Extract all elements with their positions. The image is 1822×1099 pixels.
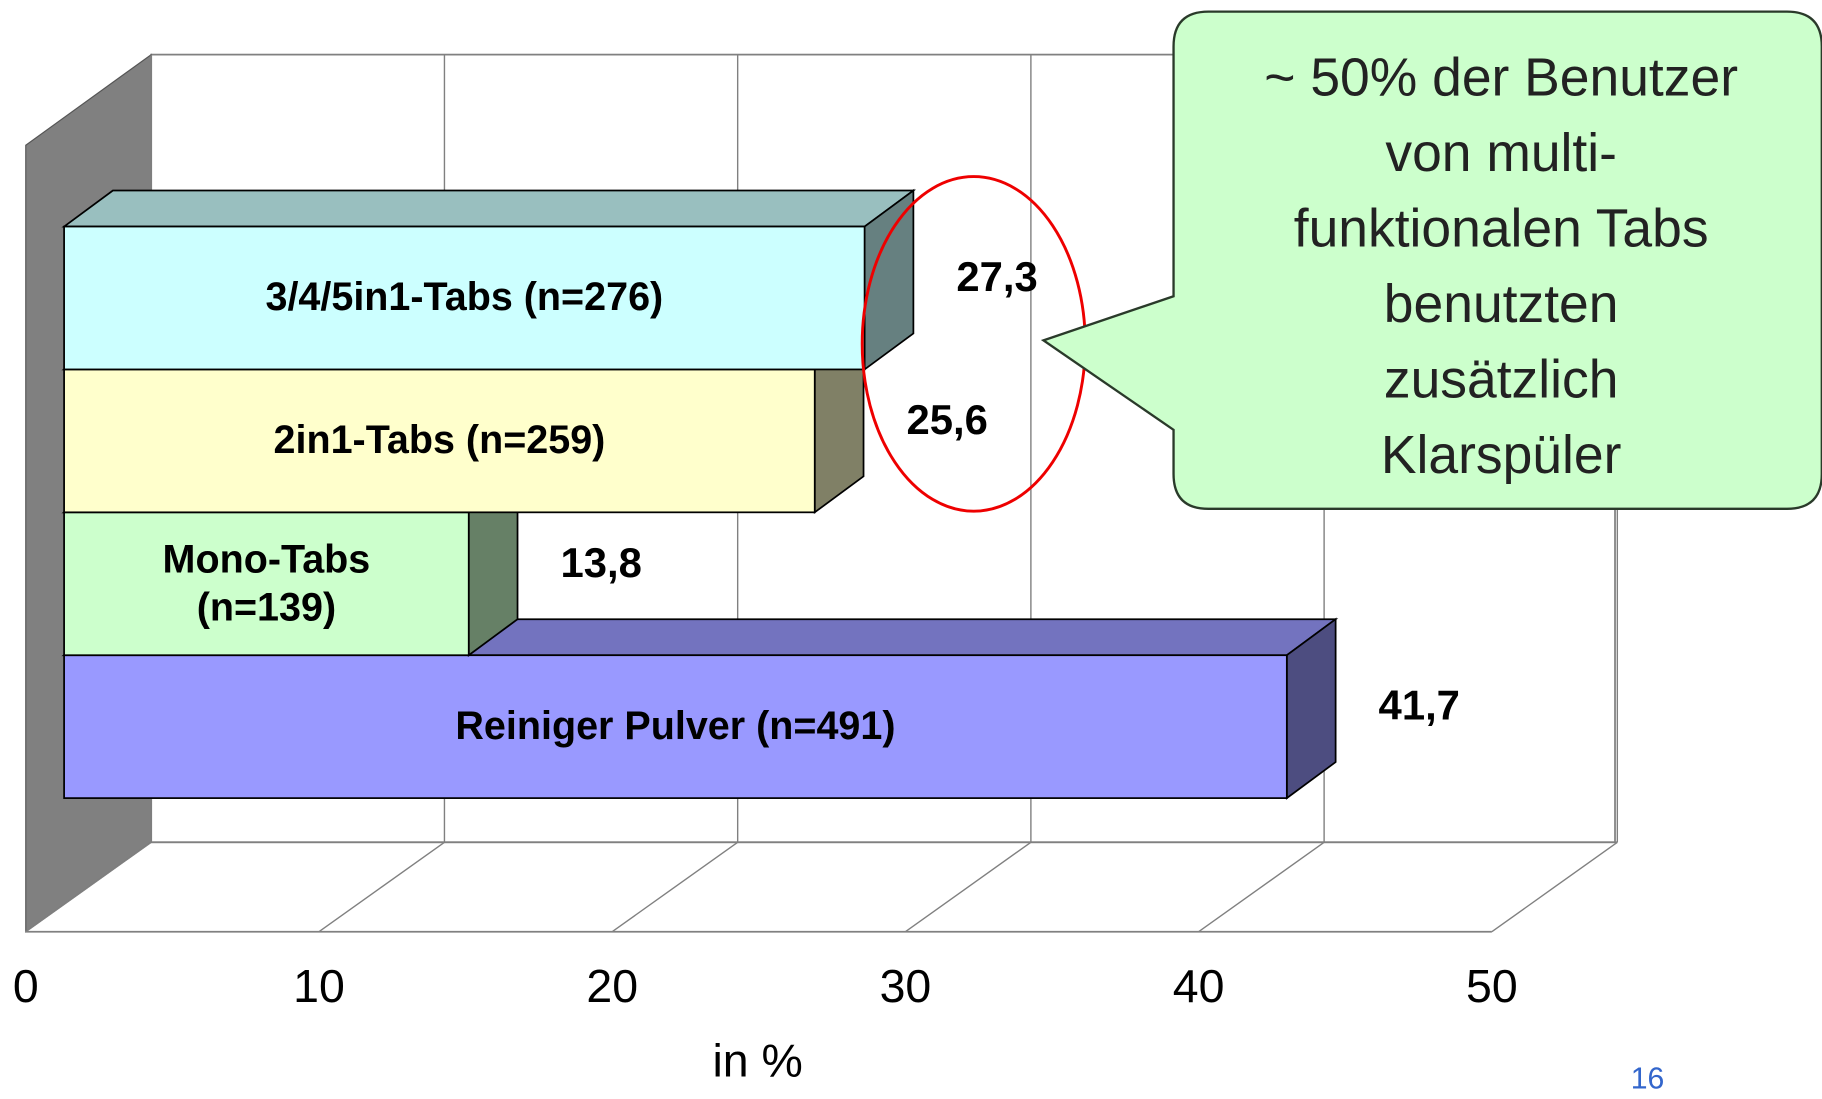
bar-label-box: 2in1-Tabs (n=259) xyxy=(273,418,606,463)
x-tick-label: 20 xyxy=(586,960,638,1012)
floor-grid-line xyxy=(25,841,152,933)
bar-label-box: Mono-Tabs (n=139) xyxy=(162,537,371,630)
x-tick-label: 50 xyxy=(1466,960,1518,1012)
value-label: 41,7 xyxy=(1379,682,1460,729)
page-number: 16 xyxy=(1631,1062,1665,1095)
callout xyxy=(1040,10,1822,511)
bar-front xyxy=(63,368,816,514)
callout-text: ~ 50% der Benutzer von multi-funktionalen… xyxy=(1264,48,1738,485)
bar-front xyxy=(63,654,1288,799)
annotation-line: zusätzlich xyxy=(1384,350,1619,409)
annotation-line: funktionalen Tabs xyxy=(1294,199,1709,258)
floor-grid-line xyxy=(318,841,445,933)
x-tick-label: 0 xyxy=(13,960,39,1012)
floor-grid-line xyxy=(905,841,1032,933)
bar: 3/4/5in1-Tabs (n=276) xyxy=(61,188,917,372)
bar-label-box: 3/4/5in1-Tabs (n=276) xyxy=(265,275,664,320)
annotation-line: Klarspüler xyxy=(1381,426,1622,485)
x-tick-label: 40 xyxy=(1173,960,1225,1012)
category-label: 2in1-Tabs (n=259) xyxy=(273,418,606,463)
value-label: 13,8 xyxy=(560,539,641,586)
annotation-line: ~ 50% der Benutzer xyxy=(1264,48,1738,107)
bar-top xyxy=(61,189,917,228)
x-tick-label: 10 xyxy=(293,960,345,1012)
x-axis-label: in % xyxy=(712,1034,802,1086)
annotation-line: benutzten xyxy=(1384,275,1619,334)
annotation-line: von multi- xyxy=(1385,124,1617,183)
bars: Reiniger Pulver (n=491) Mono-Tabs (n=139)… xyxy=(61,188,1339,800)
floor-grid-line xyxy=(1198,841,1325,933)
bar-label-box: Reiniger Pulver (n=491) xyxy=(455,704,896,749)
category-label: Mono-Tabs (n=139) xyxy=(162,537,371,630)
category-label: Reiniger Pulver (n=491) xyxy=(455,704,896,749)
category-label: 3/4/5in1-Tabs (n=276) xyxy=(265,275,664,320)
bar-front xyxy=(63,225,866,371)
floor-grid-line xyxy=(1491,841,1618,933)
bar-front xyxy=(63,511,470,657)
bar: Mono-Tabs (n=139) xyxy=(61,474,521,657)
floor-grid-line xyxy=(611,841,739,933)
value-label: 25,6 xyxy=(906,396,987,443)
value-label: 27,3 xyxy=(956,253,1037,300)
x-tick-label: 30 xyxy=(880,960,932,1012)
